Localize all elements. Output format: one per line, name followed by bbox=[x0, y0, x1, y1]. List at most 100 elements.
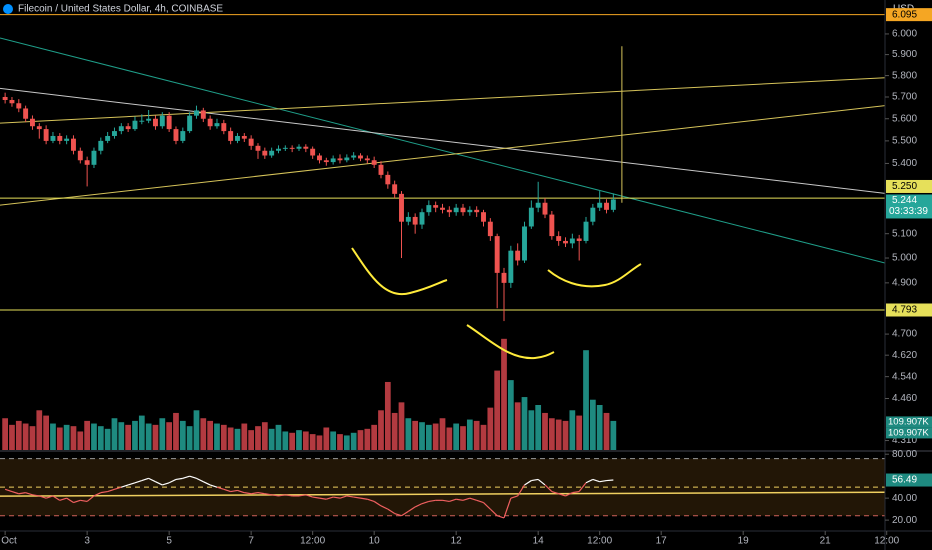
volume-bar bbox=[610, 420, 617, 450]
trend-line bbox=[0, 105, 885, 206]
candle-body bbox=[351, 155, 357, 158]
volume-bar bbox=[542, 412, 548, 450]
rsi-line bbox=[168, 478, 177, 484]
candle-body bbox=[576, 238, 582, 241]
candle-body bbox=[77, 150, 83, 161]
candle-body bbox=[118, 126, 124, 132]
rsi-line bbox=[4, 488, 13, 493]
rsi-line bbox=[537, 478, 546, 486]
y-tick-label: 5.900 bbox=[892, 49, 917, 60]
rsi-line bbox=[387, 508, 395, 515]
rsi-line bbox=[278, 494, 286, 497]
rsi-line bbox=[59, 497, 67, 501]
volume-bar bbox=[378, 410, 384, 450]
rsi-line bbox=[134, 479, 142, 484]
candle-body bbox=[64, 138, 70, 141]
level-label: 6.095 bbox=[892, 9, 917, 20]
candle-body bbox=[214, 123, 220, 127]
volume-bar bbox=[432, 423, 439, 450]
chart-title: Filecoin / United States Dollar, 4h, COI… bbox=[18, 4, 223, 15]
y-tick-label: 6.000 bbox=[892, 29, 917, 40]
y-tick-label: 5.100 bbox=[892, 228, 917, 239]
hand-curve bbox=[466, 324, 555, 360]
volume-bar bbox=[145, 423, 152, 450]
volume-bar bbox=[2, 418, 8, 450]
volume-bar bbox=[77, 431, 84, 450]
candle-body bbox=[282, 147, 288, 149]
level-label-box bbox=[886, 179, 932, 193]
rsi-line bbox=[121, 484, 129, 488]
rsi-line bbox=[93, 492, 102, 497]
rsi-line bbox=[73, 499, 81, 504]
rsi-line bbox=[189, 475, 197, 479]
y-tick-label: 4.310 bbox=[892, 435, 917, 446]
candle-body bbox=[508, 250, 514, 283]
volume-bar bbox=[63, 424, 70, 450]
x-tick-label: 5 bbox=[166, 536, 172, 547]
candle-body bbox=[419, 212, 425, 225]
volume-bar bbox=[173, 412, 179, 450]
candle-body bbox=[474, 209, 480, 213]
candle-body bbox=[9, 100, 15, 104]
volume-bar bbox=[466, 419, 473, 450]
hand-curve bbox=[547, 263, 642, 288]
candle-body bbox=[494, 236, 500, 273]
volume-bar bbox=[22, 423, 29, 450]
candle-body bbox=[522, 226, 527, 261]
candle-body bbox=[392, 184, 398, 194]
candle-body bbox=[43, 129, 49, 141]
rsi-line bbox=[503, 497, 512, 519]
x-tick-label: 21 bbox=[820, 536, 832, 547]
volume-bar bbox=[282, 431, 289, 450]
volume-bar bbox=[50, 423, 56, 450]
candle-body bbox=[16, 103, 22, 109]
price-label-box bbox=[886, 194, 932, 219]
volume-bar bbox=[302, 431, 309, 450]
rsi-line bbox=[442, 499, 450, 503]
rsi-tick-label: 80.00 bbox=[892, 449, 917, 460]
rsi-line bbox=[360, 497, 368, 500]
candle-body bbox=[460, 207, 466, 213]
volume-bar bbox=[132, 420, 138, 450]
candle-body bbox=[535, 202, 541, 208]
candle-body bbox=[563, 240, 568, 244]
volume-bar bbox=[576, 415, 583, 450]
candle-body bbox=[317, 155, 322, 161]
candle-body bbox=[98, 140, 104, 151]
rsi-line bbox=[45, 495, 54, 499]
rsi-line bbox=[251, 492, 259, 495]
y-tick-label: 5.400 bbox=[892, 158, 917, 169]
x-tick-label: 12:00 bbox=[300, 536, 325, 547]
hand-curve bbox=[351, 247, 448, 296]
volume-bar bbox=[446, 427, 453, 450]
rsi-line bbox=[25, 492, 33, 496]
rsi-line bbox=[257, 492, 265, 495]
candle-body bbox=[412, 216, 418, 225]
volume-bar bbox=[473, 420, 480, 450]
volume-bar bbox=[535, 405, 542, 450]
candle-body bbox=[36, 126, 42, 130]
rsi-line bbox=[127, 482, 136, 486]
candle-body bbox=[378, 164, 384, 175]
y-tick-label: 4.700 bbox=[892, 329, 917, 340]
candle-body bbox=[84, 160, 90, 165]
candle-body bbox=[57, 135, 63, 141]
rsi-line bbox=[285, 494, 293, 497]
candle-body bbox=[180, 131, 186, 141]
volume-bar bbox=[343, 435, 350, 450]
candle-body bbox=[358, 155, 363, 159]
candle-body bbox=[262, 150, 268, 156]
x-tick-label: 12:00 bbox=[874, 536, 899, 547]
candle-body bbox=[255, 145, 261, 151]
x-tick-label: 14 bbox=[533, 536, 545, 547]
y-tick-label: 5.800 bbox=[892, 70, 917, 81]
rsi-line bbox=[339, 495, 348, 499]
volume-bar bbox=[104, 428, 111, 450]
candle-body bbox=[385, 174, 391, 185]
candle-body bbox=[112, 131, 117, 136]
x-tick-label: Oct bbox=[1, 536, 17, 547]
rsi-line bbox=[585, 478, 594, 484]
rsi-line bbox=[517, 484, 526, 497]
rsi-label-box bbox=[886, 473, 932, 487]
candle-body bbox=[501, 272, 507, 283]
